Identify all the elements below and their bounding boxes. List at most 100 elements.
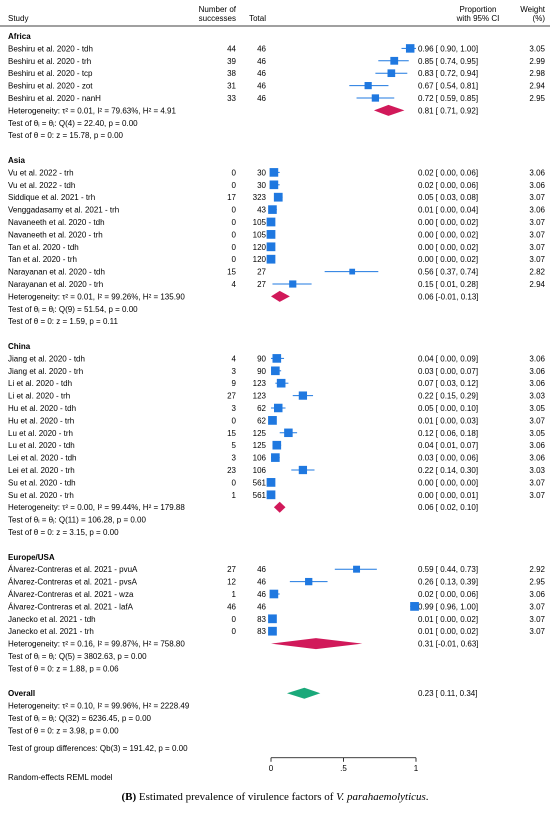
study-total: 106 <box>253 466 267 475</box>
study-marker <box>353 565 361 573</box>
study-ci-text: 0.00 [ 0.00, 0.00] <box>418 478 478 487</box>
study-successes: 39 <box>227 57 236 66</box>
header-proportion: Proportion <box>460 5 497 14</box>
overall-q-test: Test of θᵢ = θⱼ: Q(32) = 6236.45, p = 0.… <box>8 714 152 723</box>
study-successes: 0 <box>232 255 237 264</box>
study-successes: 27 <box>227 392 236 401</box>
study-successes: 1 <box>232 590 237 599</box>
study-ci-text: 0.00 [ 0.00, 0.01] <box>418 491 478 500</box>
study-label: Su et al. 2020 - trh <box>8 491 74 500</box>
study-total: 27 <box>257 268 266 277</box>
study-weight: 3.06 <box>529 354 545 363</box>
study-label: Su et al. 2020 - tdh <box>8 478 76 487</box>
study-marker <box>266 242 276 252</box>
study-successes: 23 <box>227 466 236 475</box>
study-ci-text: 0.04 [ 0.01, 0.07] <box>418 441 478 450</box>
study-successes: 0 <box>232 615 237 624</box>
study-weight: 3.07 <box>529 243 545 252</box>
group-pooled-diamond <box>373 104 405 116</box>
study-ci-text: 0.96 [ 0.90, 1.00] <box>418 44 478 53</box>
group-pooled-ci-text: 0.06 [-0.01, 0.13] <box>418 292 479 301</box>
study-total: 27 <box>257 280 266 289</box>
study-total: 30 <box>257 181 266 190</box>
study-total: 120 <box>253 255 267 264</box>
study-weight: 2.98 <box>529 69 545 78</box>
study-ci-text: 0.03 [ 0.00, 0.06] <box>418 454 478 463</box>
study-weight: 3.05 <box>529 44 545 53</box>
study-label: Janecko et al. 2021 - tdh <box>8 615 96 624</box>
study-label: Beshiru et al. 2020 - zot <box>8 82 93 91</box>
study-weight: 2.95 <box>529 94 545 103</box>
caption-species: V. parahaemolyticus <box>336 791 426 803</box>
study-total: 46 <box>257 602 266 611</box>
group-heterogeneity: Heterogeneity: τ² = 0.00, I² = 99.44%, H… <box>8 503 185 512</box>
study-ci-text: 0.04 [ 0.00, 0.09] <box>418 354 478 363</box>
study-label: Jiang et al. 2020 - trh <box>8 367 83 376</box>
study-successes: 3 <box>232 404 237 413</box>
study-ci-text: 0.07 [ 0.03, 0.12] <box>418 379 478 388</box>
study-marker <box>276 378 286 388</box>
study-ci-text: 0.22 [ 0.14, 0.30] <box>418 466 478 475</box>
study-successes: 0 <box>232 168 237 177</box>
caption-end: . <box>425 791 429 803</box>
study-weight: 3.06 <box>529 168 545 177</box>
study-label: Beshiru et al. 2020 - nanH <box>8 94 101 103</box>
study-ci-text: 0.00 [ 0.00, 0.02] <box>418 218 478 227</box>
header-successes: Number of <box>199 5 237 14</box>
study-weight: 3.07 <box>529 478 545 487</box>
study-total: 83 <box>257 627 266 636</box>
study-ci-text: 0.02 [ 0.00, 0.06] <box>418 168 478 177</box>
study-weight: 3.07 <box>529 230 545 239</box>
study-label: Lei et al. 2020 - tdh <box>8 454 77 463</box>
study-label: Beshiru et al. 2020 - trh <box>8 57 91 66</box>
study-successes: 3 <box>232 367 237 376</box>
caption-text: Estimated prevalence of virulence factor… <box>136 791 337 803</box>
header-successes: successes <box>199 14 236 23</box>
study-marker <box>269 180 279 190</box>
study-marker <box>266 478 276 487</box>
study-successes: 0 <box>232 181 237 190</box>
study-successes: 27 <box>227 565 236 574</box>
group-title: Europe/USA <box>8 553 55 562</box>
overall-diamond <box>286 687 321 699</box>
study-weight: 3.07 <box>529 193 545 202</box>
study-total: 123 <box>253 392 267 401</box>
study-ci-text: 0.00 [ 0.00, 0.02] <box>418 230 478 239</box>
study-total: 46 <box>257 590 266 599</box>
header-weight: Weight <box>520 5 546 14</box>
study-ci-text: 0.59 [ 0.44, 0.73] <box>418 565 478 574</box>
group-pooled-diamond <box>273 501 286 513</box>
study-marker <box>349 268 356 275</box>
study-label: Hu et al. 2020 - tdh <box>8 404 76 413</box>
overall-heterogeneity: Heterogeneity: τ² = 0.10, I² = 99.96%, H… <box>8 702 190 711</box>
study-total: 62 <box>257 404 266 413</box>
x-axis-tick-label: 1 <box>414 764 419 773</box>
study-label: Venggadasamy et al. 2021 - trh <box>8 206 119 215</box>
study-weight: 2.94 <box>529 280 545 289</box>
study-label: Navaneeth et al. 2020 - tdh <box>8 218 105 227</box>
study-weight: 2.95 <box>529 578 545 587</box>
study-ci-text: 0.67 [ 0.54, 0.81] <box>418 82 478 91</box>
study-marker <box>284 428 293 438</box>
study-total: 43 <box>257 206 266 215</box>
study-marker <box>387 69 396 78</box>
study-ci-text: 0.15 [ 0.01, 0.28] <box>418 280 478 289</box>
study-total: 46 <box>257 57 266 66</box>
study-ci-text: 0.02 [ 0.00, 0.06] <box>418 181 478 190</box>
group-differences-test: Test of group differences: Qb(3) = 191.4… <box>8 744 188 753</box>
study-label: Vu et al. 2022 - trh <box>8 168 74 177</box>
study-label: Jiang et al. 2020 - tdh <box>8 354 85 363</box>
study-ci-text: 0.56 [ 0.37, 0.74] <box>418 268 478 277</box>
study-label: Vu et al. 2022 - tdh <box>8 181 75 190</box>
study-successes: 46 <box>227 602 236 611</box>
group-heterogeneity: Heterogeneity: τ² = 0.16, I² = 99.87%, H… <box>8 640 185 649</box>
study-total: 125 <box>253 441 267 450</box>
study-total: 62 <box>257 416 266 425</box>
study-marker <box>269 168 279 177</box>
study-successes: 44 <box>227 44 236 53</box>
study-marker <box>364 82 372 90</box>
study-total: 46 <box>257 82 266 91</box>
study-marker <box>266 490 276 500</box>
study-successes: 15 <box>227 268 236 277</box>
